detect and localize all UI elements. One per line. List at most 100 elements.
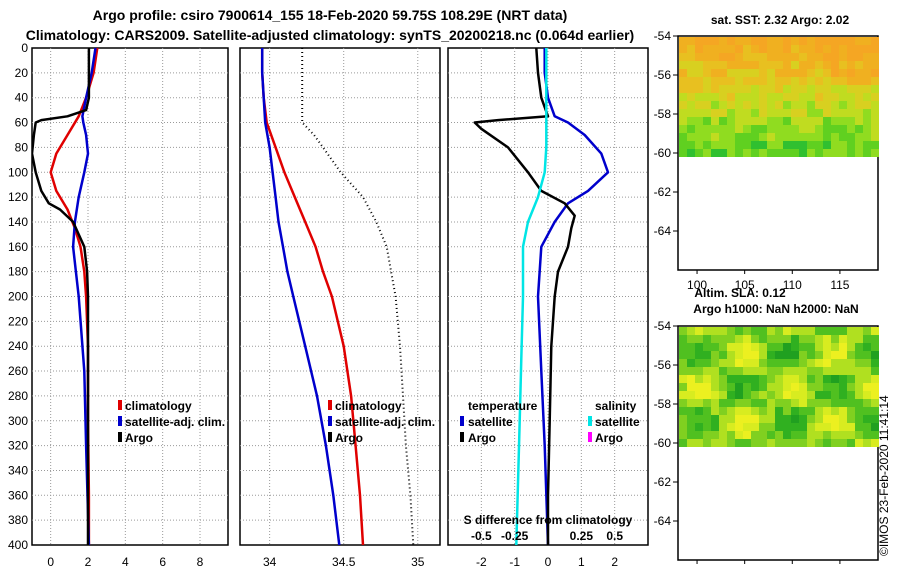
sla-map-cell [839,391,847,399]
sla-map-cell [695,415,703,423]
sla-map-cell [767,423,775,431]
sst-map [677,35,879,271]
sst-map-cell [767,37,775,45]
sst-map-cell [815,45,823,53]
sla-map-cell [807,431,815,439]
sla-map-cell [871,431,879,439]
sst-map-cell [847,149,855,157]
legend-swatch-sal-satellite [588,416,592,426]
sst-map-cell [711,109,719,117]
sla-map-cell [791,439,799,447]
legend-salinity-title: salinity [595,399,637,413]
sst-map-cell [743,109,751,117]
sst-map-cell [831,141,839,149]
sla-map-cell [815,367,823,375]
sst-map-cell [823,53,831,61]
sst-map-cell [735,85,743,93]
sla-map-cell [695,431,703,439]
sst-map-cell [679,45,687,53]
sla-map-cell [799,327,807,335]
sst-map-cell [727,53,735,61]
sst-map-cell [831,37,839,45]
sst-map-cell [783,53,791,61]
sst-map-cell [711,149,719,157]
sla-map-cell [767,399,775,407]
legend-swatch-argo-2 [328,432,332,442]
sst-map-cell [791,149,799,157]
sst-map-cell [727,101,735,109]
y-tick-label: 60 [15,116,29,130]
sla-map-cell [735,343,743,351]
sla-map-cell [687,351,695,359]
sla-map-cell [759,383,767,391]
sst-map-cell [791,85,799,93]
sla-map-cell [751,351,759,359]
sst-map-cell [791,45,799,53]
sst-map-cell [791,117,799,125]
sla-map-cell [695,367,703,375]
sst-map-cell [791,101,799,109]
sst-map-cell [743,45,751,53]
sla-map-cell [695,351,703,359]
sla-map-cell [751,367,759,375]
sla-map-cell [855,399,863,407]
sst-map-cell [839,45,847,53]
sla-map-cell [743,351,751,359]
sla-map-cell [775,335,783,343]
sst-map-cell [871,45,879,53]
sst-map-cell [871,141,879,149]
sla-map-cell [823,415,831,423]
sst-map-cell [767,101,775,109]
sst-map-cell [871,149,879,157]
sla-map-cell [831,415,839,423]
sst-map-cell [783,45,791,53]
sst-map-cell [863,53,871,61]
sst-map-cell [807,117,815,125]
sla-map-cell [847,431,855,439]
sst-map-cell [831,149,839,157]
map-y-tick-label: -64 [654,514,672,528]
sla-map-cell [863,327,871,335]
sst-map-cell [679,125,687,133]
sla-map-cell [791,343,799,351]
sst-map-cell [687,61,695,69]
sla-map-cell [871,343,879,351]
sst-map-cell [807,141,815,149]
sst-map-cell [695,77,703,85]
sla-map-cell [743,423,751,431]
sst-map-cell [759,141,767,149]
sla-map-cell [735,431,743,439]
sla-map-cell [823,375,831,383]
sst-map-cell [727,141,735,149]
sla-map-cell [703,407,711,415]
sla-map-cell [815,423,823,431]
sla-map-cell [703,391,711,399]
sst-map-cell [855,53,863,61]
x-tick-label: 1 [578,555,585,569]
sla-map-cell [687,375,695,383]
sst-map-title: sat. SST: 2.32 Argo: 2.02 [711,13,850,27]
sla-map-cell [799,399,807,407]
sla-map-cell [719,391,727,399]
sst-map-cell [815,109,823,117]
y-tick-label: 120 [8,190,28,204]
sst-map-cell [863,69,871,77]
sla-map-cell [751,383,759,391]
sla-map-cell [839,439,847,447]
sst-map-cell [863,133,871,141]
sst-map-cell [863,109,871,117]
sst-map-cell [711,45,719,53]
sst-map-cell [767,53,775,61]
sla-map-cell [719,367,727,375]
map-y-tick-label: -56 [654,68,672,82]
sst-map-cell [735,37,743,45]
sst-map-cell [687,85,695,93]
sla-map-cell [831,391,839,399]
sst-map-cell [855,93,863,101]
sla-map-cell [711,439,719,447]
sla-map-cell [871,407,879,415]
sla-map-cell [823,439,831,447]
sst-map-cell [759,69,767,77]
sla-map-cell [855,439,863,447]
sla-map-cell [687,439,695,447]
